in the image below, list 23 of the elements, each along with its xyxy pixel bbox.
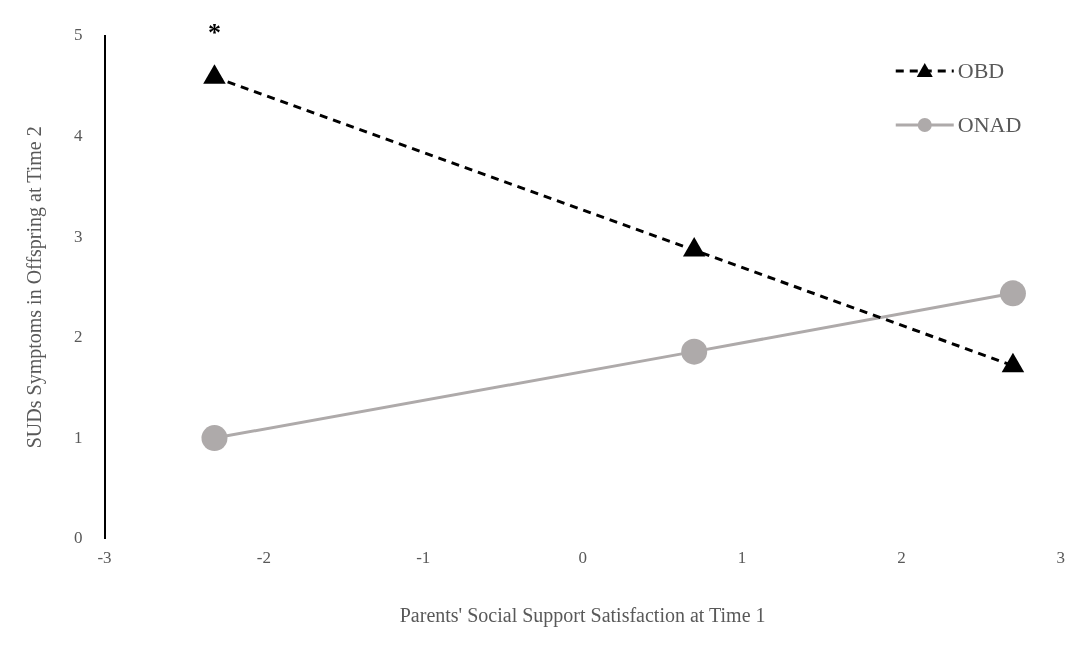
y-tick-label: 5	[74, 25, 83, 45]
x-tick-label: -2	[256, 548, 271, 568]
y-tick-label: 4	[74, 125, 83, 145]
y-tick-label: 2	[74, 327, 83, 347]
x-axis-title: Parents' Social Support Satisfaction at Time 1	[399, 604, 766, 628]
annotation: *	[207, 17, 221, 47]
point	[203, 64, 226, 84]
point	[999, 280, 1026, 307]
point	[201, 425, 228, 452]
legend-label: OBD	[957, 57, 1005, 83]
y-tick-label: 1	[74, 427, 83, 447]
y-tick-label: 0	[74, 528, 83, 548]
y-axis-title: SUDs Symptoms in Offspring at Time 2	[23, 126, 47, 449]
legend-label: ONAD	[957, 111, 1022, 137]
point	[682, 237, 706, 257]
x-tick-label: 0	[578, 548, 587, 568]
x-tick-label: 2	[897, 548, 906, 568]
point	[681, 338, 708, 365]
y-tick-label: 3	[74, 226, 83, 246]
x-tick-label: -1	[416, 548, 431, 568]
x-tick-label: 3	[1056, 548, 1065, 568]
x-tick-label: 1	[737, 548, 747, 568]
x-tick-label: -3	[97, 548, 112, 568]
